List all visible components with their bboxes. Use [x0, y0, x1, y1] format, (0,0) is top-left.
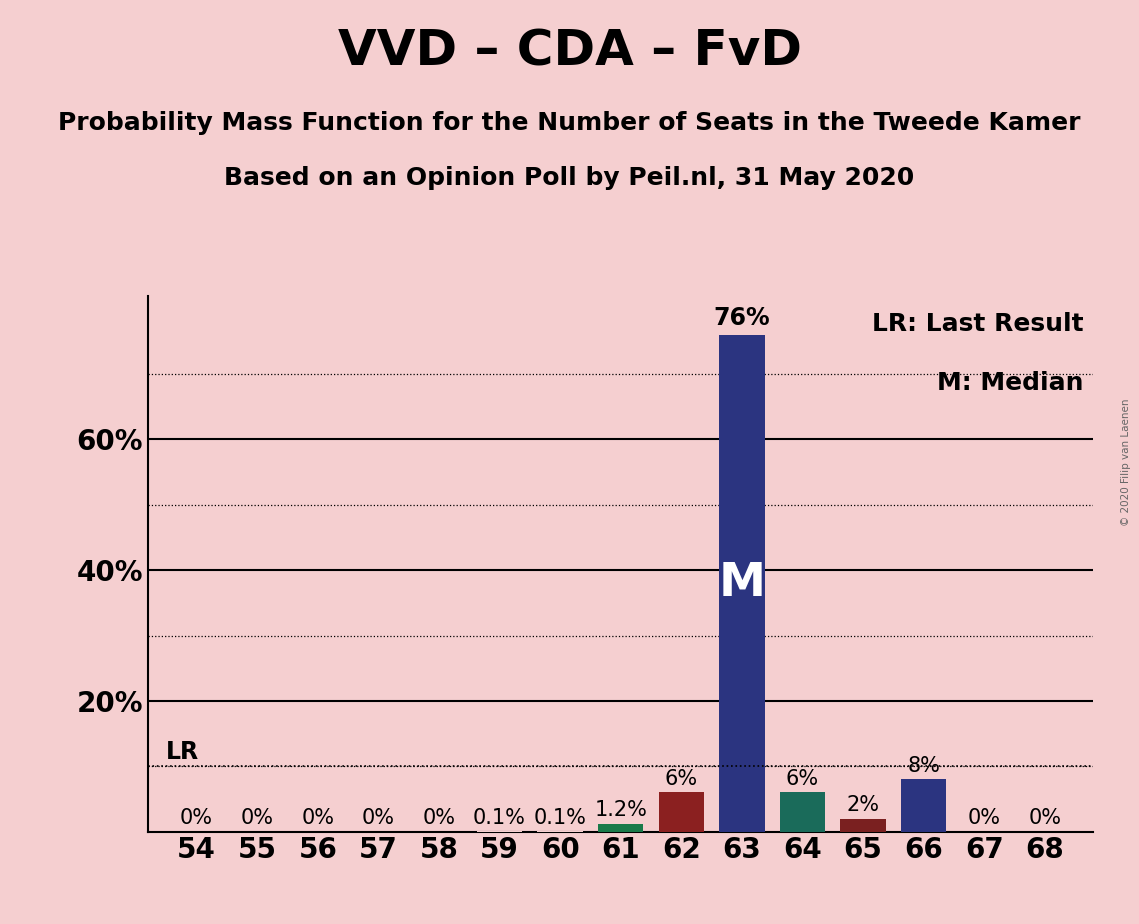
- Text: 6%: 6%: [786, 769, 819, 789]
- Text: 0.1%: 0.1%: [534, 808, 587, 828]
- Text: 1.2%: 1.2%: [595, 800, 647, 821]
- Bar: [598, 824, 644, 832]
- Text: LR: Last Result: LR: Last Result: [872, 311, 1084, 335]
- Text: 76%: 76%: [714, 306, 770, 330]
- Text: LR: LR: [166, 739, 199, 763]
- Text: VVD – CDA – FvD: VVD – CDA – FvD: [337, 28, 802, 76]
- Text: 0%: 0%: [423, 808, 456, 828]
- Bar: [841, 819, 886, 832]
- Text: 0%: 0%: [240, 808, 273, 828]
- Text: 0%: 0%: [968, 808, 1001, 828]
- Text: 0.1%: 0.1%: [473, 808, 526, 828]
- Text: 0%: 0%: [362, 808, 395, 828]
- Text: Based on an Opinion Poll by Peil.nl, 31 May 2020: Based on an Opinion Poll by Peil.nl, 31 …: [224, 166, 915, 190]
- Text: 0%: 0%: [301, 808, 334, 828]
- Text: © 2020 Filip van Laenen: © 2020 Filip van Laenen: [1121, 398, 1131, 526]
- Bar: [901, 779, 947, 832]
- Text: 6%: 6%: [665, 769, 698, 789]
- Text: M: M: [719, 561, 765, 606]
- Text: 2%: 2%: [846, 796, 879, 815]
- Text: 0%: 0%: [1029, 808, 1062, 828]
- Bar: [658, 793, 704, 832]
- Text: M: Median: M: Median: [937, 371, 1084, 395]
- Text: Probability Mass Function for the Number of Seats in the Tweede Kamer: Probability Mass Function for the Number…: [58, 111, 1081, 135]
- Text: 8%: 8%: [908, 756, 940, 776]
- Bar: [780, 793, 826, 832]
- Bar: [719, 334, 764, 832]
- Text: 0%: 0%: [180, 808, 213, 828]
